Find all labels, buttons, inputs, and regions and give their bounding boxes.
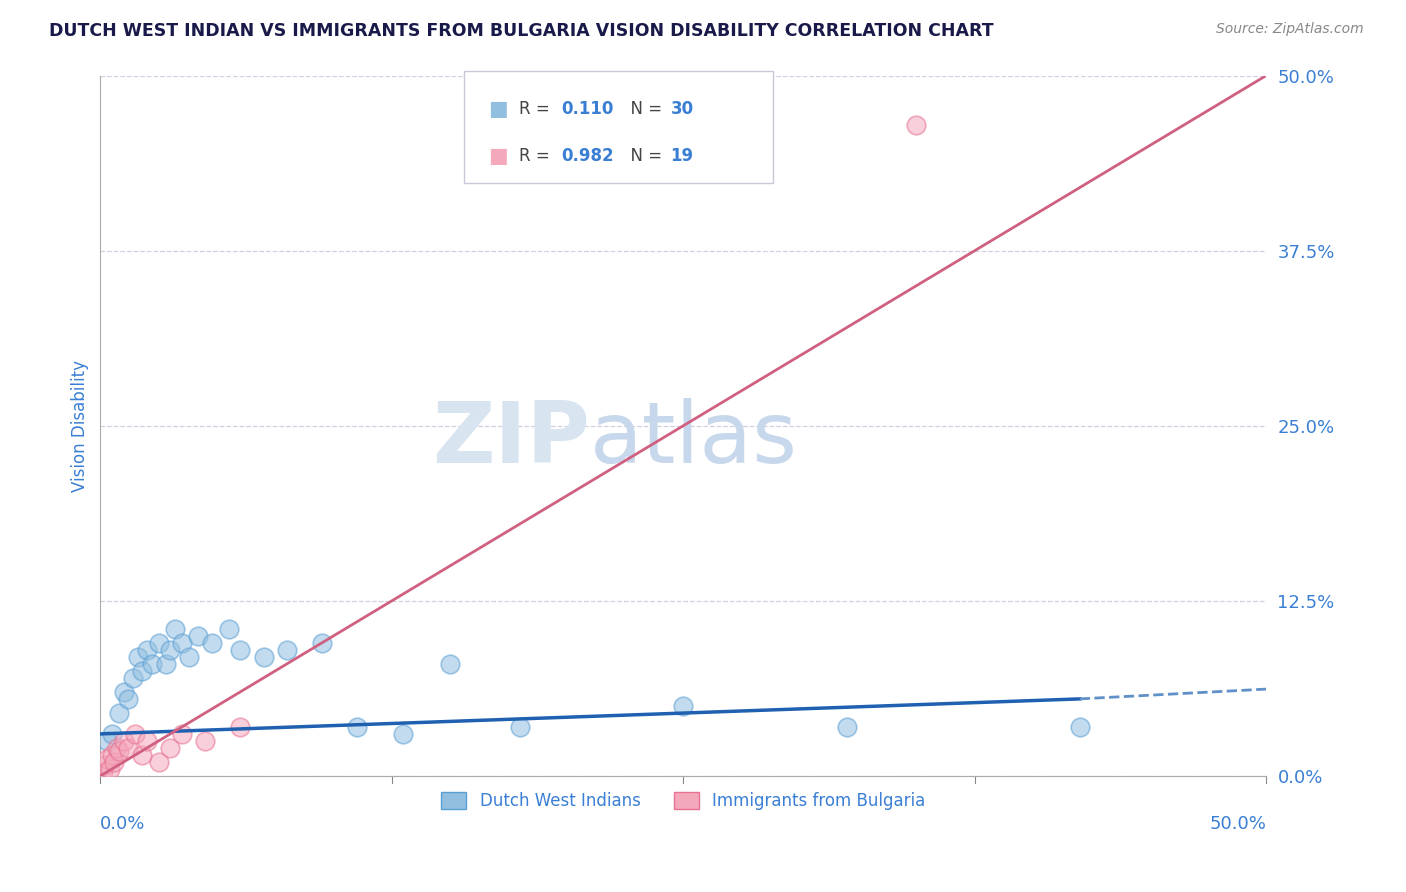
Text: DUTCH WEST INDIAN VS IMMIGRANTS FROM BULGARIA VISION DISABILITY CORRELATION CHAR: DUTCH WEST INDIAN VS IMMIGRANTS FROM BUL… bbox=[49, 22, 994, 40]
Text: Source: ZipAtlas.com: Source: ZipAtlas.com bbox=[1216, 22, 1364, 37]
Point bbox=[103, 755, 125, 769]
Point bbox=[94, 757, 117, 772]
Point bbox=[136, 643, 159, 657]
Point bbox=[112, 685, 135, 699]
Text: 0.982: 0.982 bbox=[561, 147, 613, 165]
Point bbox=[127, 649, 149, 664]
Text: R =: R = bbox=[519, 147, 555, 165]
Point bbox=[905, 118, 928, 132]
Text: ZIP: ZIP bbox=[432, 398, 591, 482]
Text: 30: 30 bbox=[671, 100, 693, 118]
Point bbox=[229, 720, 252, 734]
Point bbox=[194, 734, 217, 748]
Text: 0.0%: 0.0% bbox=[100, 815, 146, 833]
Point bbox=[108, 744, 131, 758]
Text: ■: ■ bbox=[488, 99, 508, 119]
Point bbox=[159, 740, 181, 755]
Point bbox=[672, 698, 695, 713]
Text: R =: R = bbox=[519, 100, 555, 118]
Text: atlas: atlas bbox=[591, 398, 799, 482]
Point bbox=[148, 636, 170, 650]
Point bbox=[201, 636, 224, 650]
Point bbox=[252, 649, 274, 664]
Text: N =: N = bbox=[620, 147, 668, 165]
Text: 19: 19 bbox=[671, 147, 693, 165]
Point bbox=[96, 752, 118, 766]
Text: 50.0%: 50.0% bbox=[1209, 815, 1267, 833]
Point bbox=[101, 727, 124, 741]
Point bbox=[105, 740, 128, 755]
Point bbox=[346, 720, 368, 734]
Point bbox=[835, 720, 858, 734]
Point bbox=[101, 747, 124, 762]
Text: 0.110: 0.110 bbox=[561, 100, 613, 118]
Point bbox=[187, 629, 209, 643]
Point bbox=[439, 657, 461, 671]
Point bbox=[136, 734, 159, 748]
Point bbox=[131, 664, 153, 678]
Point bbox=[117, 740, 139, 755]
Point bbox=[170, 727, 193, 741]
Point bbox=[98, 762, 121, 776]
Point bbox=[131, 747, 153, 762]
Point bbox=[122, 671, 145, 685]
Point bbox=[276, 643, 298, 657]
Point bbox=[311, 636, 333, 650]
Text: N =: N = bbox=[620, 100, 668, 118]
Point bbox=[229, 643, 252, 657]
Text: ■: ■ bbox=[488, 145, 508, 166]
Point bbox=[96, 734, 118, 748]
Point bbox=[177, 649, 200, 664]
Point bbox=[148, 755, 170, 769]
Point bbox=[163, 622, 186, 636]
Y-axis label: Vision Disability: Vision Disability bbox=[72, 359, 89, 491]
Point bbox=[117, 692, 139, 706]
Point bbox=[1069, 720, 1091, 734]
Point bbox=[91, 764, 114, 779]
Point bbox=[112, 734, 135, 748]
Point bbox=[509, 720, 531, 734]
Point bbox=[170, 636, 193, 650]
Point bbox=[159, 643, 181, 657]
Point bbox=[141, 657, 163, 671]
Point bbox=[108, 706, 131, 720]
Point bbox=[392, 727, 415, 741]
Point bbox=[155, 657, 177, 671]
Point bbox=[218, 622, 240, 636]
Legend: Dutch West Indians, Immigrants from Bulgaria: Dutch West Indians, Immigrants from Bulg… bbox=[434, 785, 932, 817]
Point bbox=[124, 727, 146, 741]
